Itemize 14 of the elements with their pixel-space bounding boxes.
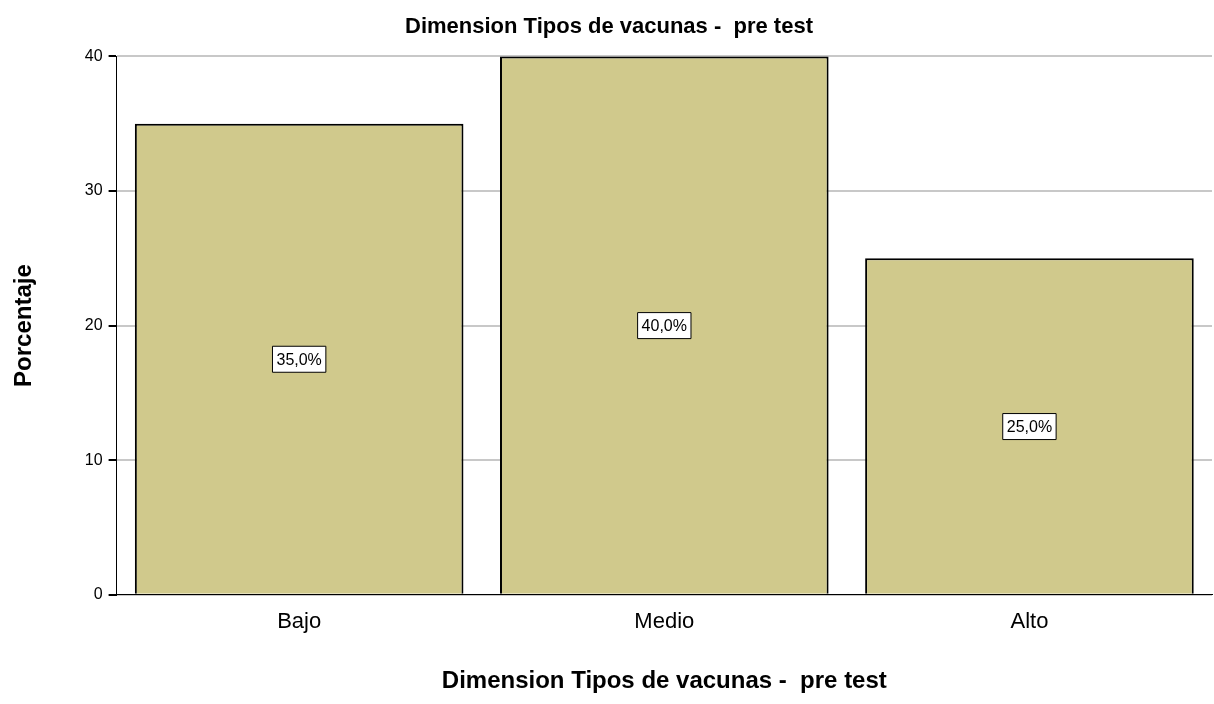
x-tick-label: Medio	[634, 608, 695, 634]
data-label: 25,0%	[1006, 417, 1053, 435]
y-tick-label: 20	[84, 316, 103, 334]
x-tick-label: Bajo	[277, 608, 322, 634]
chart-title: Dimension Tipos de vacunas - pre test	[405, 13, 814, 39]
y-tick-label: 0	[93, 585, 103, 603]
data-label: 40,0%	[641, 317, 687, 335]
x-axis-title: Dimension Tipos de vacunas - pre test	[441, 666, 887, 694]
y-axis-title: Porcentaje	[9, 264, 37, 387]
y-tick-label: 40	[84, 46, 103, 64]
y-tick-label: 30	[84, 181, 103, 199]
y-tick-label: 10	[84, 450, 103, 468]
x-tick-label: Alto	[1010, 608, 1049, 634]
data-label: 35,0%	[276, 350, 322, 368]
